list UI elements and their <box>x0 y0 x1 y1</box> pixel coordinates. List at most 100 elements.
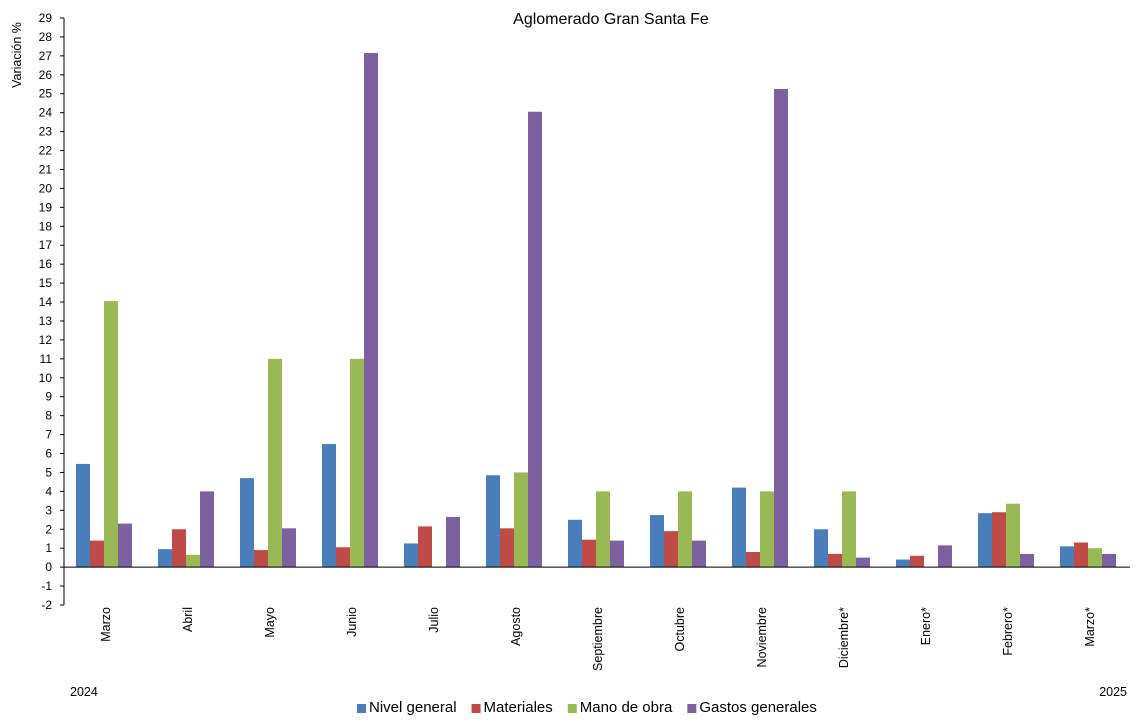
legend-swatch <box>357 704 366 713</box>
bar <box>350 358 364 568</box>
bar <box>828 553 842 568</box>
bar <box>404 543 418 568</box>
bar <box>514 472 528 568</box>
legend-label: Nivel general <box>369 699 457 716</box>
year-start-label: 2024 <box>70 685 98 699</box>
bar <box>910 555 924 568</box>
bar <box>1074 542 1088 568</box>
y-tick-label: 7 <box>45 428 52 442</box>
bar <box>610 540 624 568</box>
y-tick-label: 24 <box>39 106 53 120</box>
y-tick-label: 0 <box>45 560 52 574</box>
y-tick-label: 22 <box>39 144 53 158</box>
x-category-label: Marzo* <box>1083 607 1097 647</box>
y-tick-label: 4 <box>45 484 52 498</box>
y-tick-label: 8 <box>45 409 52 423</box>
bar <box>158 549 172 568</box>
bar <box>760 491 774 568</box>
y-tick-label: 6 <box>45 447 52 461</box>
y-tick-label: 3 <box>45 503 52 517</box>
y-tick-label: 14 <box>39 295 53 309</box>
bar <box>200 491 214 568</box>
x-category-label: Mayo <box>263 607 277 638</box>
bars-group <box>76 53 1116 568</box>
y-tick-label: 18 <box>39 219 53 233</box>
bar <box>268 358 282 568</box>
x-category-label: Enero* <box>919 607 933 645</box>
y-tick-label: 15 <box>39 276 53 290</box>
bar <box>978 513 992 568</box>
bar <box>364 53 378 568</box>
bar <box>650 515 664 568</box>
bar <box>1060 546 1074 568</box>
y-tick-label: 13 <box>39 314 53 328</box>
bar <box>528 111 542 568</box>
y-tick-label: 1 <box>45 541 52 555</box>
bar <box>678 491 692 568</box>
y-tick-label: 27 <box>39 49 53 63</box>
bar <box>1088 548 1102 568</box>
year-end-label: 2025 <box>1099 685 1127 699</box>
bar <box>446 516 460 568</box>
bar <box>596 491 610 568</box>
y-tick-label: 23 <box>39 125 53 139</box>
y-tick-label: 12 <box>39 333 53 347</box>
x-category-label: Junio <box>345 607 359 637</box>
bar <box>1020 553 1034 568</box>
y-tick-label: 9 <box>45 390 52 404</box>
y-tick-label: 16 <box>39 257 53 271</box>
x-category-label: Marzo <box>99 607 113 642</box>
legend-swatch <box>567 704 577 713</box>
y-tick-label: -1 <box>41 579 52 593</box>
x-category-label: Agosto <box>509 607 523 646</box>
bar <box>104 301 118 568</box>
bar <box>76 463 90 568</box>
bar <box>90 540 104 568</box>
bar <box>500 528 514 568</box>
bar <box>732 487 746 568</box>
x-category-label: Julio <box>427 607 441 633</box>
bar <box>664 531 678 568</box>
y-tick-label: 5 <box>45 465 52 479</box>
bar <box>1102 553 1116 568</box>
legend-label: Mano de obra <box>580 699 673 716</box>
bar <box>814 529 828 568</box>
bar <box>186 554 200 568</box>
y-tick-label: 21 <box>39 162 53 176</box>
y-tick-label: 10 <box>39 371 53 385</box>
bar <box>240 478 254 568</box>
x-category-label: Diciembre* <box>837 607 851 668</box>
bar <box>582 539 596 568</box>
bar <box>568 519 582 568</box>
bar <box>992 512 1006 568</box>
y-tick-label: 2 <box>45 522 52 536</box>
bar <box>1006 503 1020 568</box>
y-tick-label: 17 <box>39 238 53 252</box>
y-tick-label: 26 <box>39 68 53 82</box>
y-tick-label: 19 <box>39 200 53 214</box>
legend-label: Gastos generales <box>699 699 817 716</box>
bar <box>746 551 760 568</box>
x-category-label: Febrero* <box>1001 607 1015 656</box>
chart-title: Aglomerado Gran Santa Fe <box>513 11 709 28</box>
legend-swatch <box>687 704 697 713</box>
legend: Nivel general Materiales Mano de obra Gasto… <box>357 699 817 716</box>
bar <box>856 557 870 568</box>
x-category-label: Abril <box>181 607 195 632</box>
bar <box>118 523 132 568</box>
bar <box>336 547 350 568</box>
legend-swatch <box>471 704 481 713</box>
x-category-label: Octubre <box>673 607 687 652</box>
bar <box>938 545 952 568</box>
bar <box>774 89 788 568</box>
y-tick-label: 20 <box>39 181 53 195</box>
bar <box>842 491 856 568</box>
bar <box>486 475 500 568</box>
x-category-label: Septiembre <box>591 607 605 671</box>
y-tick-label: 29 <box>39 11 53 25</box>
bar <box>692 540 706 568</box>
y-axis-ticks: -2-1012345678910111213141516171819202122… <box>39 11 64 612</box>
y-tick-label: -2 <box>41 598 52 612</box>
bar <box>896 559 910 568</box>
